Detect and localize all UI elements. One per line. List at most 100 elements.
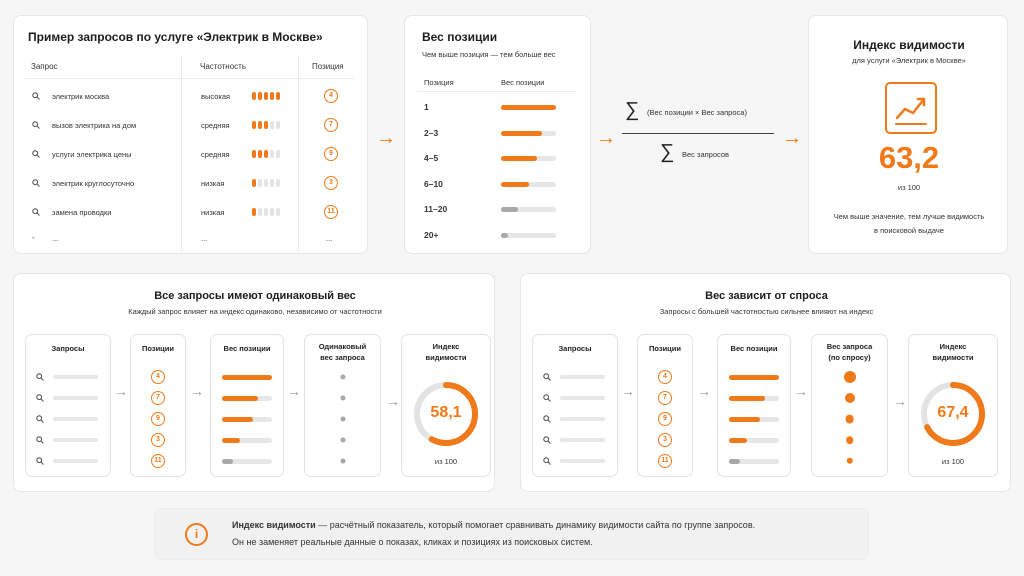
col-qweight-header: Одинаковый <box>318 342 367 351</box>
arrow-right-icon: → <box>621 383 635 399</box>
query-placeholder-line <box>53 375 98 379</box>
footer-bold: Индекс видимости <box>232 520 316 530</box>
demand-weight-dot <box>845 414 854 424</box>
col-queries-header: Запросы <box>51 344 85 353</box>
weight-bar <box>501 105 556 110</box>
search-icon <box>36 373 44 381</box>
col-index-header-2: видимости <box>932 353 974 362</box>
flow-column <box>637 334 693 477</box>
weight-bar-fill <box>501 181 529 187</box>
weight-pos-label: 20+ <box>424 229 439 240</box>
equal-weight-dot <box>340 458 345 464</box>
footer-note: i Индекс видимости — расчётный показател… <box>154 508 869 560</box>
sigma-icon: ∑ <box>625 99 640 121</box>
col-pos: Позиция <box>312 62 344 71</box>
search-icon <box>36 394 44 402</box>
position-badge: 11 <box>658 454 672 468</box>
flow-column <box>25 334 111 477</box>
freq-text: средняя <box>201 121 230 130</box>
weight-bar <box>501 130 556 136</box>
index-donut-fill <box>921 382 985 446</box>
search-icon <box>543 436 551 444</box>
col-index-header-2: видимости <box>425 353 467 362</box>
search-icon <box>543 457 551 465</box>
weight-pos-label: 6–10 <box>424 178 443 189</box>
position-badge: 3 <box>324 176 338 190</box>
ellipsis-query: ... <box>52 234 59 243</box>
position-badge: 11 <box>324 205 338 219</box>
search-icon <box>36 436 44 444</box>
arrow-right-icon: → <box>190 383 204 399</box>
position-badge: 9 <box>151 412 165 426</box>
queries-title: Пример запросов по услуге «Электрик в Мо… <box>28 30 323 44</box>
weight-subtitle: Чем выше позиция — тем больше вес <box>422 50 556 59</box>
weight-bar-fill <box>222 375 272 380</box>
index-value: 58,1 <box>430 404 462 421</box>
footer-text: — расчётный показатель, который помогает… <box>315 520 756 530</box>
arrow-right-icon: → <box>697 383 711 399</box>
index-donut-fill <box>414 382 478 446</box>
position-badge: 4 <box>324 89 338 103</box>
arrow-right-icon: → <box>893 393 907 409</box>
weight-bar <box>729 375 779 380</box>
weight-pos-label: 2–3 <box>424 127 439 138</box>
weight-col-pos: Позиция <box>424 78 454 87</box>
query-placeholder-line <box>53 396 98 400</box>
index-of: из 100 <box>897 183 921 192</box>
weight-bar-fill <box>222 438 240 443</box>
weight-bar <box>501 181 556 187</box>
weight-bar <box>222 417 272 422</box>
sigma-icon: ∑ <box>660 141 675 163</box>
weight-bar <box>729 396 779 401</box>
weight-pos-label: 1 <box>424 102 429 112</box>
demand-weight-panel: Вес зависит от спроса Запросы с большей … <box>520 273 1011 492</box>
freq-text: средняя <box>201 150 230 159</box>
freq-level-indicator <box>252 92 280 100</box>
weight-col-weight: Вес позиции <box>501 78 545 87</box>
col-query: Запрос <box>31 62 58 71</box>
index-donut <box>921 382 985 446</box>
formula-numerator: (Вес позиции × Вес запроса) <box>647 108 747 117</box>
weight-bar-fill <box>729 438 747 443</box>
index-of: из 100 <box>941 457 965 466</box>
weight-bar <box>729 438 779 443</box>
query-placeholder-line <box>560 375 605 379</box>
freq-level-indicator <box>252 208 280 216</box>
search-icon <box>543 373 551 381</box>
col-qweight-header-2: вес запроса <box>320 353 365 362</box>
weight-title: Вес позиции <box>422 30 498 44</box>
freq-text: низкая <box>201 179 225 188</box>
weight-bar-fill <box>222 396 258 401</box>
demand-weight-dot <box>844 393 855 403</box>
weight-bar <box>501 232 556 238</box>
equal-title: Все запросы имеют одинаковый вес <box>154 290 356 302</box>
col-positions-header: Позиции <box>141 344 175 353</box>
arrow-right-icon: → <box>114 383 128 399</box>
weight-bar-fill <box>729 396 765 401</box>
formula-denominator: Вес запросов <box>682 150 730 159</box>
col-weight-header: Вес позиции <box>223 344 271 353</box>
weight-bar-fill <box>222 417 253 422</box>
weight-bar-fill <box>729 459 740 464</box>
query-placeholder-line <box>560 459 605 463</box>
position-badge: 4 <box>658 370 672 384</box>
position-badge: 7 <box>324 118 338 132</box>
demand-title: Вес зависит от спроса <box>705 290 828 302</box>
flow-column <box>130 334 186 477</box>
flow-column <box>811 334 888 477</box>
weight-bar-fill <box>501 232 508 238</box>
query-placeholder-line <box>560 438 605 442</box>
equal-weight-dot <box>340 374 345 380</box>
weight-bar-fill <box>729 417 760 422</box>
flow-column <box>532 334 618 477</box>
equal-weight-dot <box>340 437 345 443</box>
weight-bar <box>222 375 272 380</box>
weight-card: Вес позиции Чем выше позиция — тем больш… <box>404 15 591 254</box>
formula: ∑ (Вес позиции × Вес запроса) ∑ Вес запр… <box>622 95 778 170</box>
index-value: 67,4 <box>937 404 969 421</box>
weight-pos-label: 4–5 <box>424 153 439 163</box>
weight-bar <box>729 459 779 464</box>
search-icon <box>32 208 40 216</box>
weight-bar <box>501 156 556 161</box>
weight-bar-fill <box>501 130 543 136</box>
